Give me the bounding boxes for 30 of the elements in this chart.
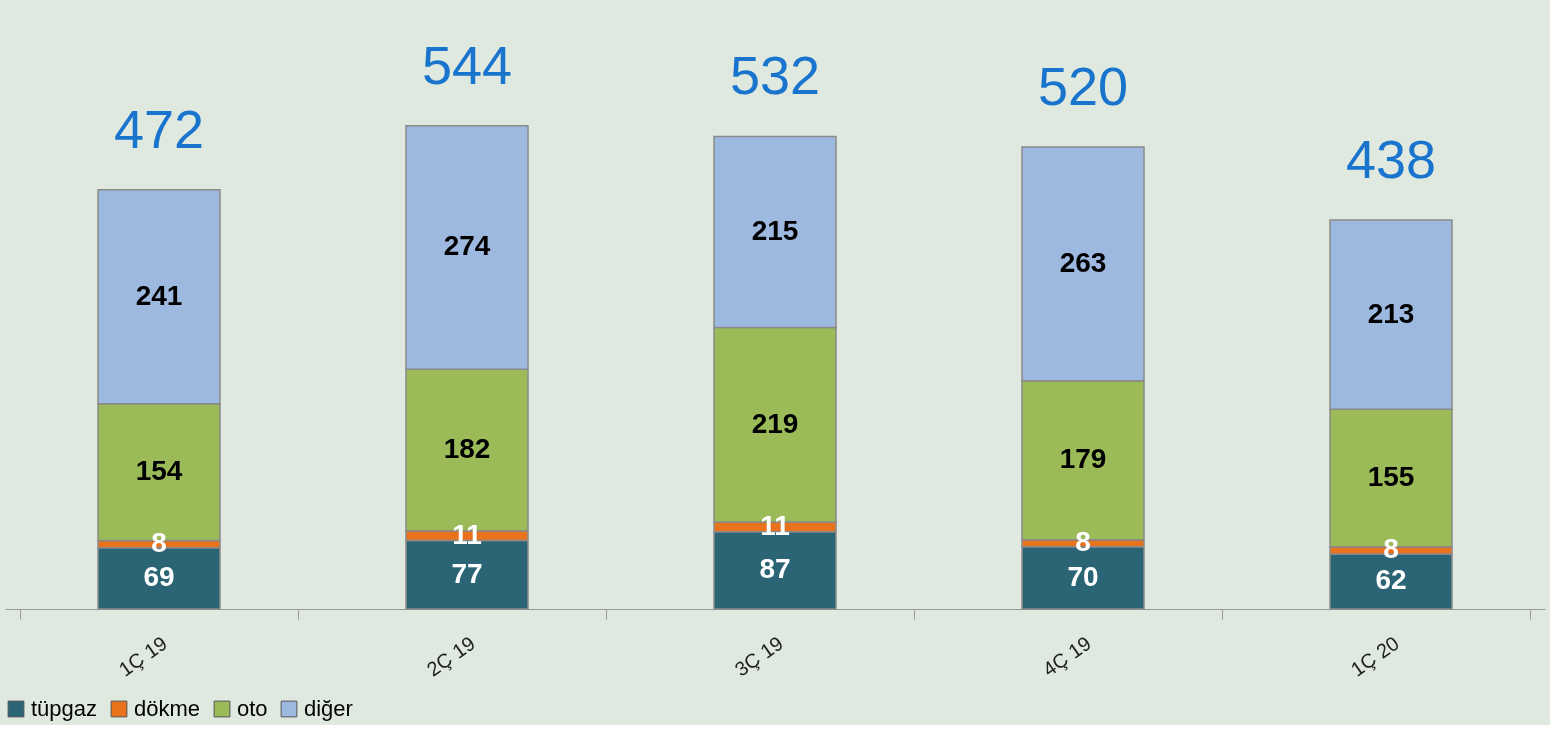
data-label: 213 <box>1367 297 1415 329</box>
data-label: 154 <box>135 455 183 487</box>
total-label: 544 <box>421 34 513 95</box>
data-label: 263 <box>1059 246 1107 278</box>
x-tick-label: 3Ç 19 <box>730 631 787 681</box>
data-label: 77 <box>451 557 483 589</box>
data-label: 241 <box>135 279 183 311</box>
x-tick-label: 4Ç 19 <box>1038 631 1095 681</box>
data-label: 62 <box>1375 564 1407 596</box>
data-label: 182 <box>443 433 491 465</box>
x-tick-label: 1Ç 20 <box>1346 631 1403 681</box>
data-label: 70 <box>1067 560 1099 592</box>
legend-label: diğer <box>304 696 353 721</box>
legend-label: tüpgaz <box>31 696 98 721</box>
legend-label: dökme <box>134 696 201 721</box>
data-label: 155 <box>1367 460 1415 492</box>
data-label: 274 <box>443 230 491 262</box>
data-label: 87 <box>759 553 791 585</box>
data-label: 219 <box>751 407 799 439</box>
total-label: 520 <box>1037 56 1129 117</box>
data-label: 11 <box>760 509 790 541</box>
x-tick-label: 2Ç 19 <box>422 631 479 681</box>
data-label: 69 <box>143 561 175 593</box>
total-label: 472 <box>113 98 205 159</box>
data-label: 179 <box>1059 443 1107 475</box>
data-label: 215 <box>751 214 799 246</box>
total-label: 532 <box>729 45 821 106</box>
x-tick-label: 1Ç 19 <box>114 631 171 681</box>
legend-label: oto <box>237 696 268 721</box>
total-label: 438 <box>1345 128 1437 189</box>
